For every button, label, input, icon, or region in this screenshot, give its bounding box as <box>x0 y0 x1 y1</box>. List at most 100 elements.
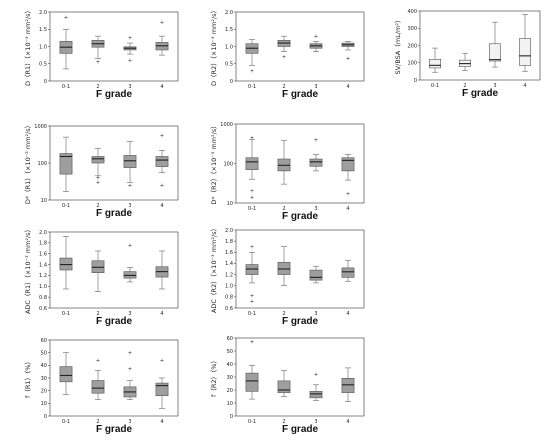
box-4 <box>155 250 169 290</box>
x-tick-label: 2 <box>282 84 285 90</box>
x-tick-label: 3 <box>493 83 496 89</box>
y-tick-label: 300 <box>407 26 417 32</box>
x-tick-label: 4 <box>160 311 163 317</box>
x-tick-label: 2 <box>96 84 99 90</box>
x-tick-label: 0-1 <box>431 83 439 89</box>
y-tick-label: 1.8 <box>225 239 233 245</box>
x-axis-label: F grade <box>96 208 133 219</box>
box-2 <box>459 52 472 71</box>
box-2 <box>91 250 105 293</box>
outlier-point: + <box>314 34 318 40</box>
y-tick-label: 60 <box>41 338 47 344</box>
y-tick-label: 0 <box>414 78 417 84</box>
y-tick-label: 0 <box>44 414 47 420</box>
x-tick-label: 2 <box>96 311 99 317</box>
x-tick-label: 0-1 <box>62 311 70 317</box>
box-2: ++ <box>91 147 105 186</box>
y-tick-label: 1.4 <box>225 261 233 267</box>
outlier-point: + <box>160 183 164 189</box>
outlier-point: + <box>128 183 132 189</box>
box-3: + <box>309 372 323 401</box>
box-3: + <box>309 137 323 172</box>
y-tick-label: 0 <box>230 414 233 420</box>
outlier-point: + <box>128 35 132 41</box>
x-tick-label: 3 <box>314 419 317 425</box>
outlier-point: + <box>250 340 254 346</box>
y-tick-label: 1.6 <box>39 252 47 258</box>
box-3 <box>309 265 323 284</box>
iqr-box <box>309 390 323 399</box>
box-2 <box>277 370 291 397</box>
x-axis-label: F grade <box>282 424 319 435</box>
y-tick-label: 0.5 <box>39 62 47 68</box>
iqr-box <box>123 155 137 168</box>
iqr-box <box>155 382 169 397</box>
y-axis-label: D*（R2）（×10⁻³ mm²/s） <box>210 122 218 204</box>
y-axis-label: D（R1）（×10⁻³ mm²/s） <box>24 7 32 86</box>
box-2 <box>277 140 291 185</box>
x-tick-label: 2 <box>282 311 285 317</box>
outlier-point: + <box>96 60 100 66</box>
y-tick-label: 60 <box>227 336 233 342</box>
y-tick-label: 1.8 <box>39 241 47 247</box>
box-0-1: + <box>245 340 259 400</box>
box-3: + <box>309 34 323 52</box>
y-tick-label: 1.5 <box>225 27 233 33</box>
outlier-point: + <box>250 68 254 74</box>
y-tick-label: 0 <box>230 79 233 85</box>
iqr-box <box>277 380 291 393</box>
y-axis-label: ADC（R2）（×10⁻³ mm²/s） <box>210 225 218 313</box>
iqr-box <box>277 262 291 275</box>
x-tick-label: 4 <box>346 84 349 90</box>
y-tick-label: 0.8 <box>39 295 47 301</box>
y-tick-label: 2.0 <box>225 10 233 16</box>
box-4 <box>519 14 532 72</box>
outlier-point: + <box>314 372 318 378</box>
y-tick-label: 0.8 <box>225 295 233 301</box>
x-tick-label: 0-1 <box>248 419 256 425</box>
box-2 <box>277 246 291 287</box>
y-tick-label: 1.0 <box>39 44 47 50</box>
box-0-1 <box>59 352 73 395</box>
iqr-box <box>309 269 323 281</box>
iqr-box <box>59 153 73 175</box>
y-tick-label: 0.5 <box>225 62 233 68</box>
y-axis-label: D*（R1）（×10⁻³ mm²/s） <box>24 122 32 204</box>
panel-f_R2: 0 10 20 30 40 50 60 f（R2）（%） +0-1 2 +3 4 F grade <box>210 336 365 435</box>
x-axis-label: F grade <box>282 211 319 222</box>
y-tick-label: 50 <box>41 350 47 356</box>
outlier-point: + <box>128 58 132 64</box>
outlier-point: + <box>160 133 164 139</box>
y-tick-label: 50 <box>227 349 233 355</box>
y-tick-label: 100 <box>223 161 233 167</box>
x-axis-label: F grade <box>96 316 133 327</box>
iqr-box <box>341 267 355 278</box>
y-tick-label: 2.0 <box>39 10 47 16</box>
outlier-point: + <box>346 191 350 197</box>
box-3: + <box>123 141 137 189</box>
y-tick-label: 1000 <box>34 124 47 130</box>
y-tick-label: 1000 <box>220 122 233 128</box>
y-tick-label: 40 <box>41 363 47 369</box>
x-tick-label: 3 <box>128 203 131 209</box>
x-tick-label: 3 <box>128 84 131 90</box>
x-axis-label: F grade <box>96 89 133 100</box>
outlier-point: + <box>128 350 132 356</box>
x-tick-label: 0-1 <box>62 419 70 425</box>
y-tick-label: 2.0 <box>39 230 47 236</box>
box-4: + <box>155 358 169 409</box>
panel-ADC_R1: 0.6 0.8 1.0 1.2 1.4 1.6 1.8 2.0 ADC（R1）（×10⁻³ mm… <box>24 226 179 327</box>
iqr-box <box>245 372 259 392</box>
iqr-box <box>155 156 169 167</box>
box-0-1 <box>428 47 441 73</box>
x-tick-label: 4 <box>346 419 349 425</box>
panel-SV_BSA: 0 100 200 300 400 SV/BSA（mL/m²） 0-1 2 3 4 F grade <box>394 9 541 99</box>
x-tick-label: 2 <box>96 203 99 209</box>
outlier-point: + <box>128 243 132 249</box>
x-tick-label: 3 <box>128 311 131 317</box>
box-3: ++ <box>123 350 137 400</box>
box-3 <box>489 21 502 68</box>
iqr-box <box>428 58 441 69</box>
